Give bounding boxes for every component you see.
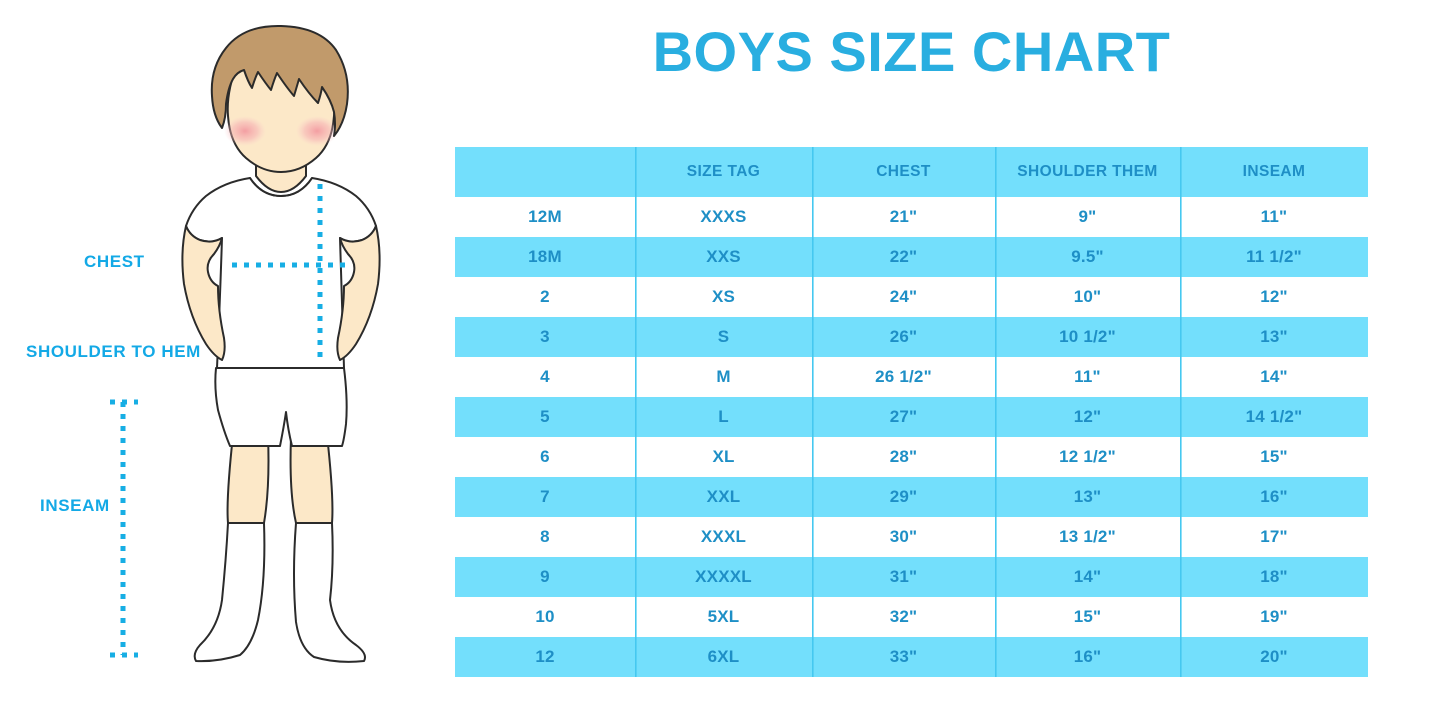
- cell-size-tag: 5XL: [635, 597, 812, 637]
- cell-shoulder-them: 12": [995, 397, 1180, 437]
- cell-chest: 31": [812, 557, 995, 597]
- table-row: 6 XL 28" 12 1/2" 15": [455, 437, 1368, 477]
- table-row: 8 XXXL 30" 13 1/2" 17": [455, 517, 1368, 557]
- table-row: 7 XXL 29" 13" 16": [455, 477, 1368, 517]
- cell-shoulder-them: 16": [995, 637, 1180, 677]
- cell-age: 12: [455, 637, 635, 677]
- hair: [210, 24, 349, 137]
- cell-chest: 29": [812, 477, 995, 517]
- cell-size-tag: M: [635, 357, 812, 397]
- cell-size-tag: XXL: [635, 477, 812, 517]
- cell-inseam: 14": [1180, 357, 1368, 397]
- column-header-chest: CHEST: [812, 147, 995, 197]
- table-row: 12M XXXS 21" 9" 11": [455, 197, 1368, 237]
- cell-inseam: 19": [1180, 597, 1368, 637]
- page-title: BOYS SIZE CHART: [652, 20, 1171, 83]
- cell-size-tag: XL: [635, 437, 812, 477]
- cell-age: 2: [455, 277, 635, 317]
- column-header-size-tag: SIZE TAG: [635, 147, 812, 197]
- cell-inseam: 20": [1180, 637, 1368, 677]
- table-header-row: SIZE TAG CHEST SHOULDER THEM INSEAM: [455, 147, 1368, 197]
- column-header-inseam: INSEAM: [1180, 147, 1368, 197]
- cell-inseam: 11": [1180, 197, 1368, 237]
- boy-figure-illustration: [110, 24, 381, 663]
- cell-age: 9: [455, 557, 635, 597]
- table-header: SIZE TAG CHEST SHOULDER THEM INSEAM: [455, 147, 1368, 197]
- cell-size-tag: XS: [635, 277, 812, 317]
- table-row: 10 5XL 32" 15" 19": [455, 597, 1368, 637]
- cell-chest: 27": [812, 397, 995, 437]
- cell-shoulder-them: 10": [995, 277, 1180, 317]
- cell-age: 3: [455, 317, 635, 357]
- cell-inseam: 15": [1180, 437, 1368, 477]
- cell-shoulder-them: 11": [995, 357, 1180, 397]
- cell-size-tag: 6XL: [635, 637, 812, 677]
- cell-chest: 32": [812, 597, 995, 637]
- cell-age: 12M: [455, 197, 635, 237]
- cell-size-tag: S: [635, 317, 812, 357]
- table-row: 18M XXS 22" 9.5" 11 1/2": [455, 237, 1368, 277]
- table-row: 5 L 27" 12" 14 1/2": [455, 397, 1368, 437]
- table-row: 3 S 26" 10 1/2" 13": [455, 317, 1368, 357]
- cell-chest: 28": [812, 437, 995, 477]
- cell-inseam: 13": [1180, 317, 1368, 357]
- cell-chest: 26 1/2": [812, 357, 995, 397]
- cell-shoulder-them: 9": [995, 197, 1180, 237]
- cell-chest: 26": [812, 317, 995, 357]
- cell-inseam: 18": [1180, 557, 1368, 597]
- table-body: 12M XXXS 21" 9" 11" 18M XXS 22" 9.5" 11 1/2" 2 XS 24…: [455, 197, 1368, 677]
- cell-shoulder-them: 12 1/2": [995, 437, 1180, 477]
- cell-inseam: 16": [1180, 477, 1368, 517]
- cell-shoulder-them: 10 1/2": [995, 317, 1180, 357]
- cell-inseam: 14 1/2": [1180, 397, 1368, 437]
- size-chart-table-container: SIZE TAG CHEST SHOULDER THEM INSEAM 12M X…: [455, 147, 1368, 680]
- cell-size-tag: XXXXL: [635, 557, 812, 597]
- cell-age: 5: [455, 397, 635, 437]
- chest-label: CHEST: [84, 252, 145, 271]
- column-header-age: [455, 147, 635, 197]
- cell-age: 10: [455, 597, 635, 637]
- size-chart-table: SIZE TAG CHEST SHOULDER THEM INSEAM 12M X…: [455, 147, 1368, 677]
- cell-size-tag: XXXL: [635, 517, 812, 557]
- socks-and-shoes: [193, 522, 366, 663]
- cell-inseam: 17": [1180, 517, 1368, 557]
- column-header-shoulder-them: SHOULDER THEM: [995, 147, 1180, 197]
- cell-age: 4: [455, 357, 635, 397]
- cheeks: [224, 116, 338, 146]
- cell-shoulder-them: 13 1/2": [995, 517, 1180, 557]
- cell-size-tag: L: [635, 397, 812, 437]
- cell-chest: 21": [812, 197, 995, 237]
- cell-inseam: 12": [1180, 277, 1368, 317]
- figure-panel: CHEST SHOULDER TO HEM INSEAM: [0, 0, 455, 723]
- cell-shoulder-them: 14": [995, 557, 1180, 597]
- cell-chest: 24": [812, 277, 995, 317]
- table-row: 4 M 26 1/2" 11" 14": [455, 357, 1368, 397]
- shoulder-to-hem-label: SHOULDER TO HEM: [26, 342, 201, 361]
- cell-age: 8: [455, 517, 635, 557]
- cell-inseam: 11 1/2": [1180, 237, 1368, 277]
- cell-age: 6: [455, 437, 635, 477]
- cell-chest: 30": [812, 517, 995, 557]
- arms-skin: [181, 225, 381, 361]
- shorts: [214, 367, 348, 447]
- table-row: 12 6XL 33" 16" 20": [455, 637, 1368, 677]
- table-row: 2 XS 24" 10" 12": [455, 277, 1368, 317]
- inseam-label: INSEAM: [40, 496, 110, 515]
- cell-size-tag: XXXS: [635, 197, 812, 237]
- cell-shoulder-them: 15": [995, 597, 1180, 637]
- table-row: 9 XXXXL 31" 14" 18": [455, 557, 1368, 597]
- cell-age: 18M: [455, 237, 635, 277]
- cell-size-tag: XXS: [635, 237, 812, 277]
- cell-shoulder-them: 13": [995, 477, 1180, 517]
- cell-chest: 22": [812, 237, 995, 277]
- cell-shoulder-them: 9.5": [995, 237, 1180, 277]
- cell-age: 7: [455, 477, 635, 517]
- cell-chest: 33": [812, 637, 995, 677]
